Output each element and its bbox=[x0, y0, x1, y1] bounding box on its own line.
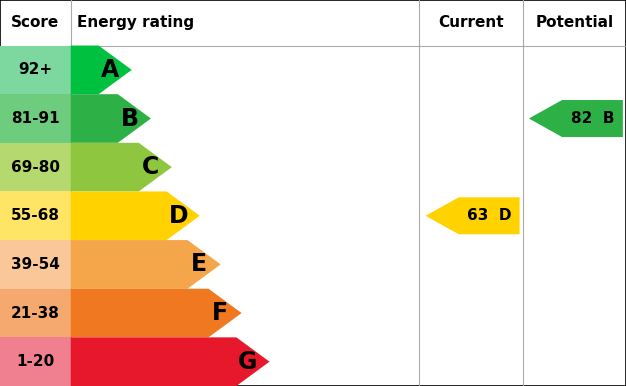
Polygon shape bbox=[426, 197, 520, 234]
Text: 39-54: 39-54 bbox=[11, 257, 60, 272]
Polygon shape bbox=[71, 94, 151, 143]
Text: B: B bbox=[120, 107, 138, 130]
Text: E: E bbox=[191, 252, 207, 276]
Text: Score: Score bbox=[11, 15, 59, 30]
Text: C: C bbox=[141, 155, 159, 179]
Polygon shape bbox=[71, 289, 242, 337]
Polygon shape bbox=[71, 240, 221, 289]
Bar bbox=[0, 191, 71, 240]
Text: 21-38: 21-38 bbox=[11, 306, 60, 320]
Text: 92+: 92+ bbox=[18, 63, 53, 77]
Text: Energy rating: Energy rating bbox=[77, 15, 194, 30]
Bar bbox=[0, 289, 71, 337]
Bar bbox=[0, 240, 71, 289]
Bar bbox=[0, 94, 71, 143]
Text: F: F bbox=[212, 301, 228, 325]
Text: 81-91: 81-91 bbox=[11, 111, 59, 126]
Text: Potential: Potential bbox=[535, 15, 613, 30]
Polygon shape bbox=[71, 143, 172, 191]
Polygon shape bbox=[529, 100, 623, 137]
Bar bbox=[0, 143, 71, 191]
Polygon shape bbox=[71, 191, 200, 240]
Bar bbox=[0, 337, 71, 386]
Text: 1-20: 1-20 bbox=[16, 354, 54, 369]
Text: 82  B: 82 B bbox=[571, 111, 614, 126]
Text: G: G bbox=[239, 350, 258, 374]
Text: A: A bbox=[101, 58, 120, 82]
Polygon shape bbox=[71, 46, 131, 94]
Text: D: D bbox=[168, 204, 188, 228]
Text: 69-80: 69-80 bbox=[11, 160, 60, 174]
Bar bbox=[0, 46, 71, 94]
Text: 63  D: 63 D bbox=[467, 208, 511, 223]
Text: 55-68: 55-68 bbox=[11, 208, 60, 223]
Text: Current: Current bbox=[438, 15, 504, 30]
Polygon shape bbox=[71, 337, 269, 386]
